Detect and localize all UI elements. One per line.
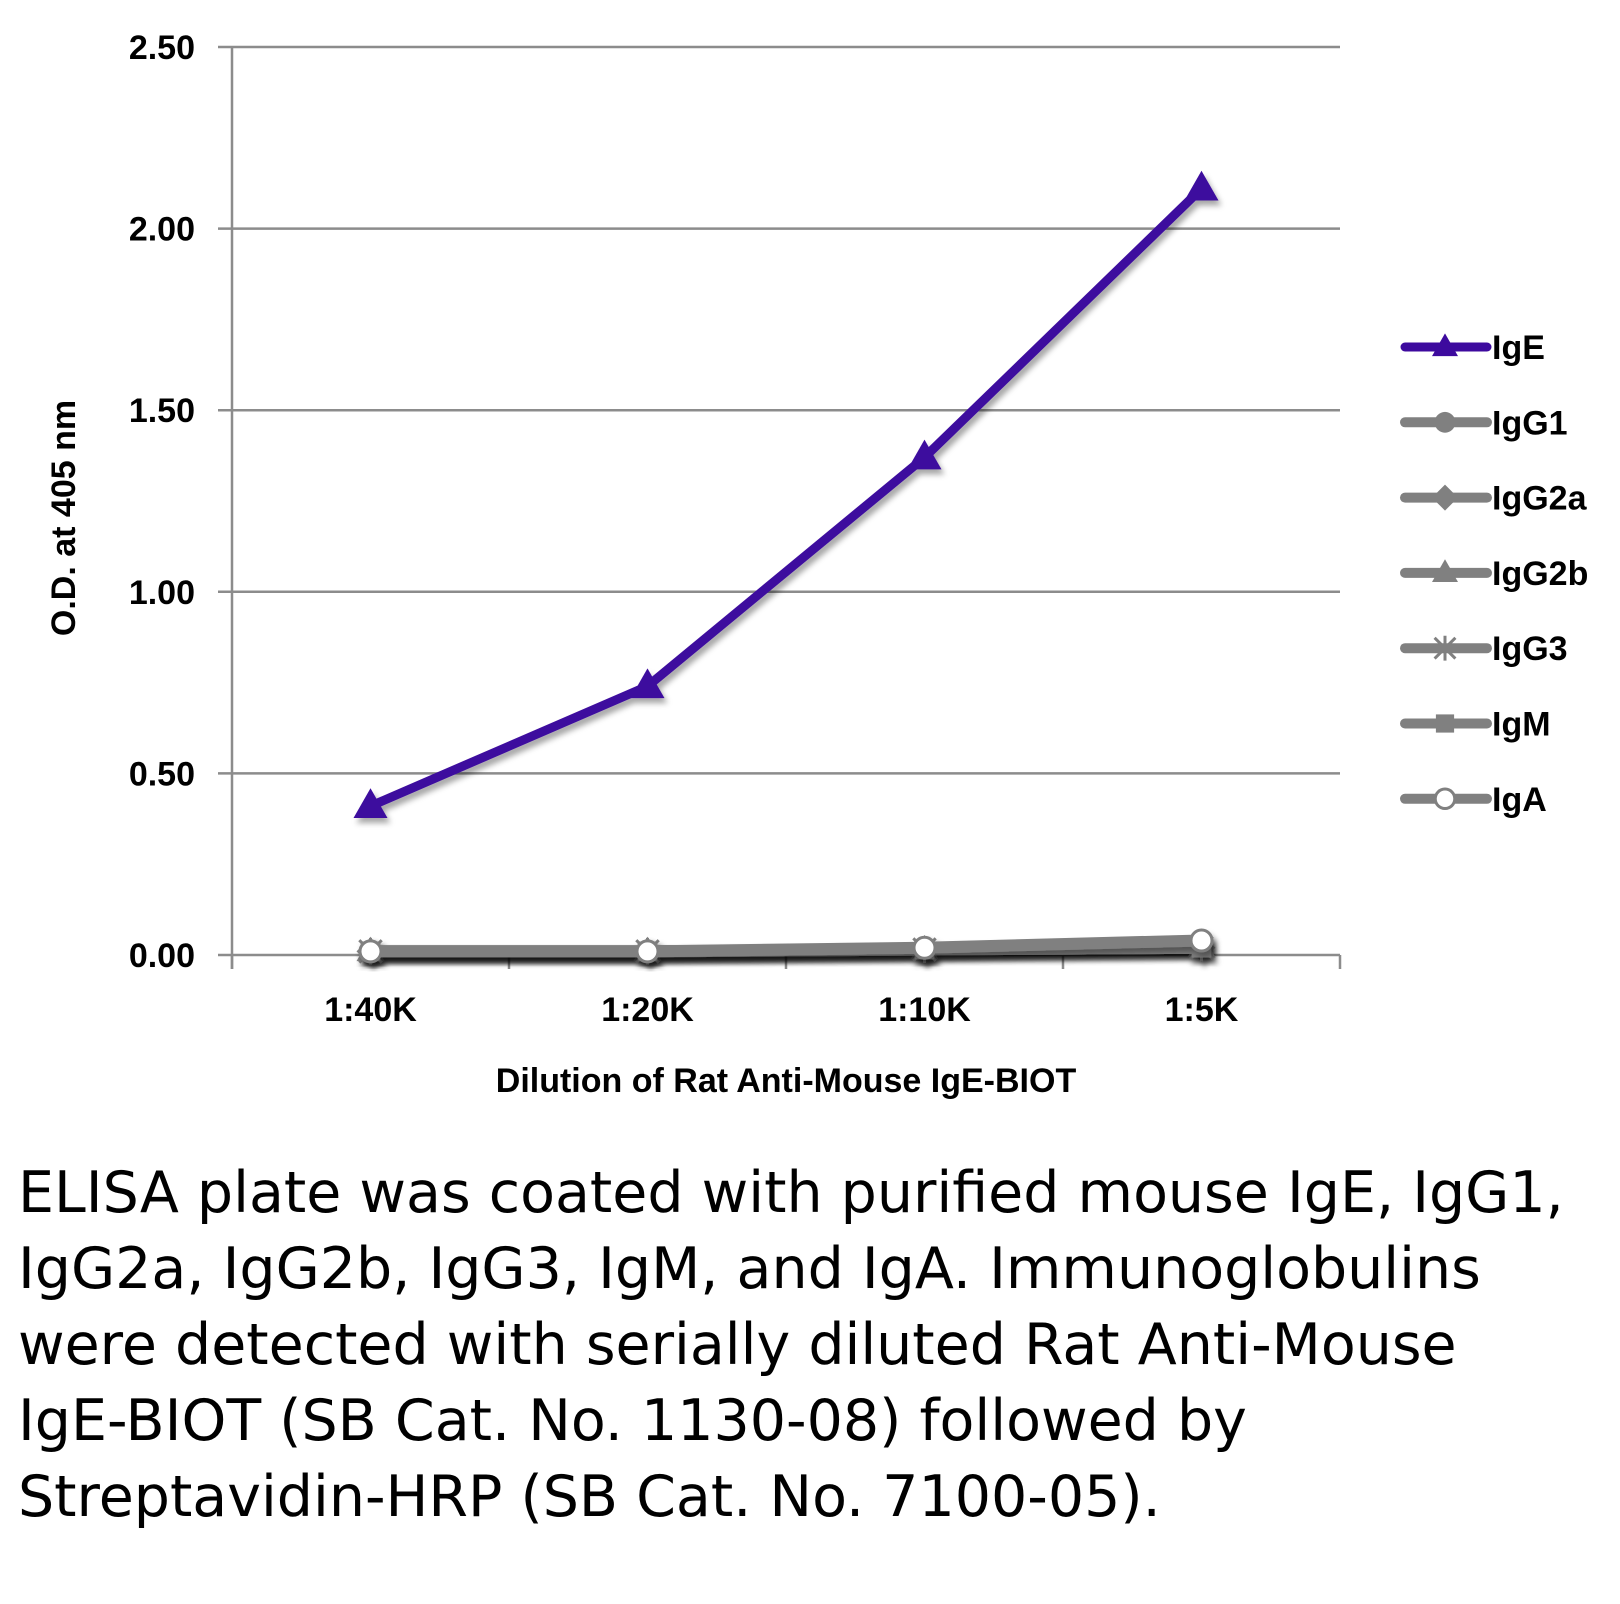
legend-label: IgG2a — [1492, 480, 1588, 518]
legend-marker — [1435, 714, 1455, 733]
legend-item-igg3: IgG3 — [1400, 630, 1568, 668]
legend-item-igg2a: IgG2a — [1400, 480, 1588, 518]
legend: IgE IgG1 IgG2a IgG2b IgG3 IgM IgA — [1400, 329, 1588, 819]
x-tick-labels: 1:40K 1:20K 1:10K 1:5K — [324, 991, 1239, 1029]
legend-label: IgG2b — [1492, 555, 1588, 593]
x-tick-label: 1:10K — [878, 991, 971, 1029]
legend-label: IgA — [1492, 781, 1547, 819]
series-line-ige — [366, 184, 1206, 811]
x-tick-label: 1:20K — [601, 991, 694, 1029]
y-tick-labels: 0.00 0.50 1.00 1.50 2.00 2.50 — [129, 29, 195, 975]
data-point-iga — [635, 939, 660, 964]
data-point-iga — [358, 939, 383, 964]
y-tick-label: 0.50 — [129, 755, 195, 793]
gridlines — [218, 45, 1340, 775]
x-tick-label: 1:40K — [324, 991, 417, 1029]
legend-item-igm: IgM — [1400, 706, 1551, 744]
axes — [218, 47, 1342, 969]
legend-marker — [1433, 787, 1457, 811]
legend-label: IgG3 — [1492, 630, 1568, 668]
data-point-iga — [912, 935, 937, 960]
elisa-line-chart: 0.00 0.50 1.00 1.50 2.00 2.50 1:40K 1:20K 1:10K… — [45, 29, 1588, 1100]
legend-label: IgE — [1492, 329, 1545, 367]
series-ige — [353, 170, 1219, 818]
y-tick-label: 2.00 — [129, 211, 195, 249]
y-tick-label: 0.00 — [129, 937, 195, 975]
legend-item-ige: IgE — [1400, 329, 1545, 367]
legend-label: IgG1 — [1492, 404, 1568, 442]
legend-marker — [1432, 559, 1458, 582]
series-iga — [358, 928, 1214, 964]
x-axis-title: Dilution of Rat Anti-Mouse IgE-BIOT — [496, 1062, 1077, 1100]
y-axis-title: O.D. at 405 nm — [45, 400, 83, 636]
legend-item-igg2b: IgG2b — [1400, 555, 1588, 593]
y-tick-label: 2.50 — [129, 29, 195, 67]
y-tick-label: 1.00 — [129, 574, 195, 612]
legend-marker — [1434, 411, 1456, 433]
data-point-ige — [907, 439, 942, 470]
legend-item-igg1: IgG1 — [1400, 404, 1568, 442]
y-tick-label: 1.50 — [129, 392, 195, 430]
legend-marker — [1432, 484, 1458, 511]
legend-label: IgM — [1492, 706, 1551, 744]
series-line-iga — [364, 934, 1208, 958]
data-point-ige — [1184, 170, 1219, 201]
data-point-ige — [353, 788, 388, 818]
legend-marker — [1433, 635, 1457, 661]
figure-caption: ELISA plate was coated with purified mou… — [18, 1160, 1564, 1530]
series-group — [353, 170, 1219, 966]
x-tick-label: 1:5K — [1165, 991, 1239, 1029]
legend-marker — [1432, 333, 1458, 357]
data-point-ige — [630, 668, 665, 699]
legend-item-iga: IgA — [1400, 781, 1547, 819]
data-point-iga — [1189, 928, 1214, 953]
